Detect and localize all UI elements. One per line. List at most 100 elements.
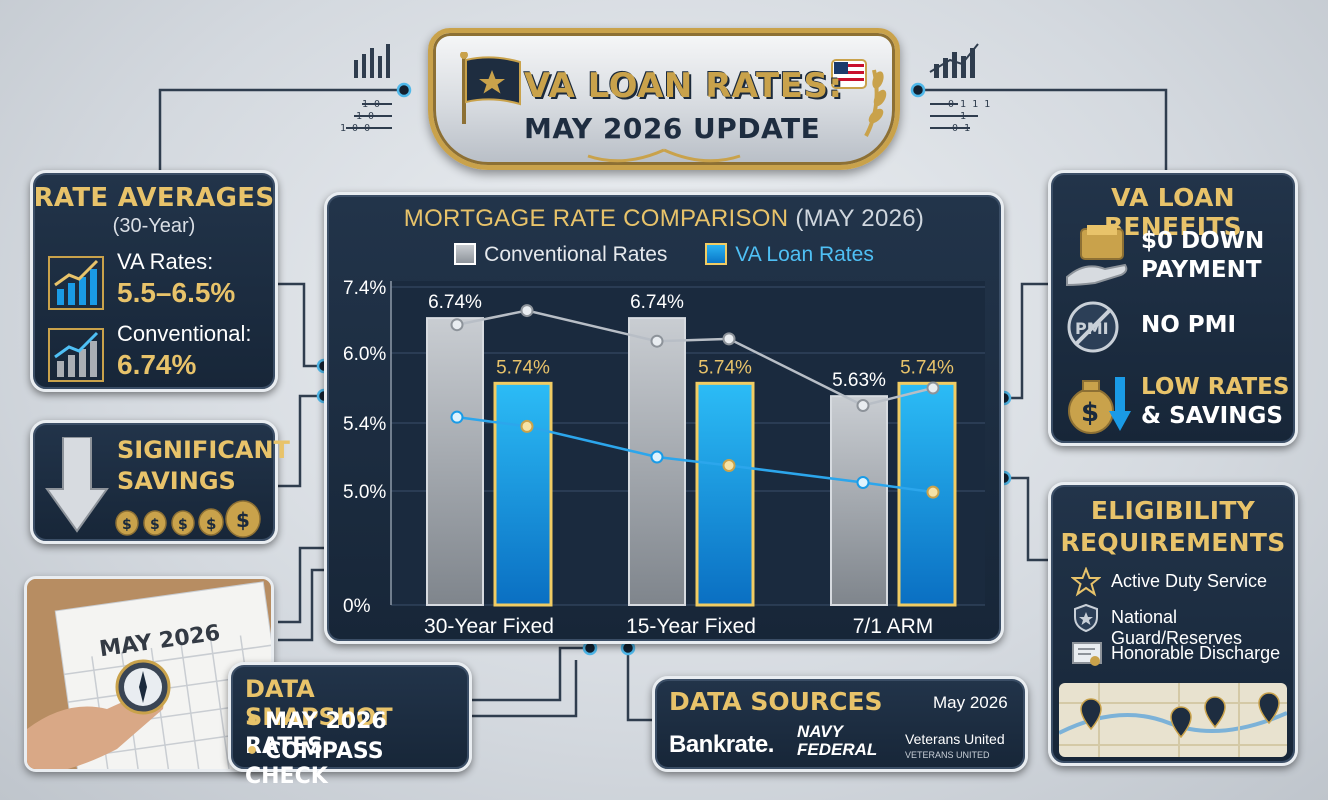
rising-chart-icon xyxy=(48,256,104,310)
conventional-trend-point xyxy=(856,399,870,412)
legend-va: VA Loan Rates xyxy=(705,243,874,267)
conventional-trend-line xyxy=(456,309,934,407)
eligibility-item: Active Duty Service xyxy=(1063,567,1297,597)
conventional-rate-value: 6.74% xyxy=(117,349,197,380)
benefit-down-payment-line2: PAYMENT xyxy=(1141,257,1262,283)
savings-panel: SIGNIFICANT SAVINGS $ $ $ $ $ xyxy=(30,420,290,544)
snapshot-item: • MAY 2026 RATES xyxy=(245,709,387,759)
svg-text:$: $ xyxy=(236,508,250,532)
conventional-bar-label: 5.63% xyxy=(832,370,886,391)
va-rate-value: 5.5–6.5% xyxy=(117,277,236,308)
y-tick-label: 5.0% xyxy=(343,482,386,503)
svg-text:$: $ xyxy=(178,517,188,533)
rising-chart-icon xyxy=(48,328,104,382)
y-tick-label: 0% xyxy=(343,596,371,617)
map-pins-illustration xyxy=(1059,683,1287,757)
bankrate-logo: Bankrate. xyxy=(669,731,774,758)
legend-swatch-va xyxy=(705,243,728,266)
va-trend-point xyxy=(450,410,464,424)
svg-text:$: $ xyxy=(122,517,132,533)
laurel-ornament-icon xyxy=(587,148,741,163)
va-trend-line xyxy=(456,415,934,494)
title-banner: VA LOAN RATES: MAY 2026 UPDATE xyxy=(428,28,900,170)
eligibility-item-label: National Guard/Reserves xyxy=(1111,607,1243,648)
va-bar xyxy=(695,381,755,607)
conventional-bar xyxy=(426,317,484,606)
rate-averages-panel: RATE AVERAGES (30-Year) VA Rates: 5.5–6.… xyxy=(30,170,278,392)
navy-federal-logo: NAVY FEDERAL xyxy=(797,723,877,759)
snapshot-item-label: MAY 2026 RATES xyxy=(245,709,387,759)
x-tick-label: 30-Year Fixed xyxy=(424,615,554,638)
eligibility-item-label: Honorable Discharge xyxy=(1111,643,1281,663)
eligibility-item-label: Active Duty Service xyxy=(1111,571,1268,591)
data-snapshot-panel: DATA SNAPSHOT • MAY 2026 RATES • COMPASS C… xyxy=(228,662,472,789)
legend-label-conventional: Conventional Rates xyxy=(484,243,668,267)
no-pmi-icon: PMI xyxy=(1067,301,1119,353)
svg-text:1: 1 xyxy=(960,111,966,122)
legend-label-va: VA Loan Rates xyxy=(735,243,874,267)
veterans-united-line1: Veterans United xyxy=(905,731,1005,747)
y-tick-label: 7.4% xyxy=(343,278,386,299)
benefit-down-payment-line1: $0 DOWN xyxy=(1141,228,1265,254)
svg-text:1 0 0: 1 0 0 xyxy=(340,123,370,134)
svg-text:$: $ xyxy=(206,515,216,533)
va-trend-point xyxy=(856,476,870,489)
eligibility-title-line2: REQUIREMENTS xyxy=(1060,528,1286,557)
svg-text:0 1: 0 1 xyxy=(952,123,970,134)
benefit-low-rates-line1: LOW RATES xyxy=(1141,374,1290,400)
chart-title-date: (MAY 2026) xyxy=(795,205,925,232)
mortgage-chart-panel: 0% 5.0% 5.4% 6.0% 7.4% 6.74% 5.74% 6.74% 5.74% 5… xyxy=(324,192,1004,644)
snapshot-item-label: COMPASS CHECK xyxy=(245,739,384,789)
money-bag-down-arrow-icon: $ xyxy=(1068,377,1131,434)
svg-text:$: $ xyxy=(1081,398,1099,428)
flag-star-icon xyxy=(460,52,521,124)
conventional-bar xyxy=(830,395,888,606)
veterans-united-logo: Veterans United VETERANS UNITED xyxy=(905,731,1005,763)
chart-title-main: MORTGAGE RATE COMPARISON xyxy=(403,205,789,232)
va-bar-label: 5.74% xyxy=(496,357,550,378)
wallet-hand-icon xyxy=(1066,225,1128,287)
va-benefits-panel: VA LOAN BENEFITS $0 DOWN PAYMENT PMI NO … xyxy=(1048,170,1298,446)
benefit-low-rates-line2: & SAVINGS xyxy=(1141,403,1283,429)
eligibility-item: National Guard/Reserves xyxy=(1063,603,1297,648)
va-bar-label: 5.74% xyxy=(698,357,752,378)
eligibility-item: Honorable Discharge xyxy=(1063,639,1297,669)
y-tick-label: 6.0% xyxy=(343,344,386,365)
conventional-trend-point xyxy=(650,334,664,348)
snapshot-item: • COMPASS CHECK xyxy=(245,739,384,789)
legend-swatch-conventional xyxy=(454,243,477,266)
bar-chart: 0% 5.0% 5.4% 6.0% 7.4% 6.74% 5.74% 6.74% 5.74% 5… xyxy=(343,278,985,638)
svg-text:1 0: 1 0 xyxy=(362,99,380,110)
va-trend-point xyxy=(722,459,736,472)
savings-line2: SAVINGS xyxy=(117,467,236,495)
star-icon xyxy=(1071,567,1101,597)
navy-federal-line1: NAVY xyxy=(797,722,843,741)
snapshot-title: DATA SNAPSHOT xyxy=(245,675,393,731)
va-bar xyxy=(493,381,553,607)
money-bags-icon: $ $ $ $ $ xyxy=(115,500,261,538)
benefit-no-pmi: PMI NO PMI xyxy=(1065,299,1293,355)
conventional-rate-row: Conventional: 6.74% xyxy=(47,321,271,391)
benefit-no-pmi-label: NO PMI xyxy=(1141,312,1237,338)
va-trend-point xyxy=(650,450,664,464)
va-rate-row: VA Rates: 5.5–6.5% xyxy=(47,249,271,319)
down-arrow-icon xyxy=(45,437,109,533)
page-subtitle: MAY 2026 UPDATE xyxy=(524,112,821,145)
conventional-bar-label: 6.74% xyxy=(428,292,482,313)
benefit-down-payment: $0 DOWN PAYMENT xyxy=(1065,225,1293,289)
navy-federal-line2: FEDERAL xyxy=(797,740,878,759)
legend-conventional: Conventional Rates xyxy=(454,243,667,267)
conventional-bar-label: 6.74% xyxy=(630,292,684,313)
eligibility-title-line1: ELIGIBILITY xyxy=(1090,496,1256,525)
eligibility-panel: ELIGIBILITY REQUIREMENTS Active Duty Ser… xyxy=(1048,482,1298,766)
va-trend-point xyxy=(520,419,534,433)
chart-legend: Conventional Rates VA Loan Rates xyxy=(327,243,1001,267)
conventional-rate-label: Conventional: xyxy=(117,321,252,346)
svg-text:$: $ xyxy=(150,517,160,533)
benefit-low-rates: $ LOW RATES & SAVINGS xyxy=(1065,371,1293,437)
va-bar-label: 5.74% xyxy=(900,357,954,378)
conventional-trend-point xyxy=(450,318,464,332)
savings-line1: SIGNIFICANT xyxy=(117,436,290,464)
rate-averages-title: RATE AVERAGES xyxy=(33,183,275,213)
shield-icon xyxy=(1074,603,1098,633)
